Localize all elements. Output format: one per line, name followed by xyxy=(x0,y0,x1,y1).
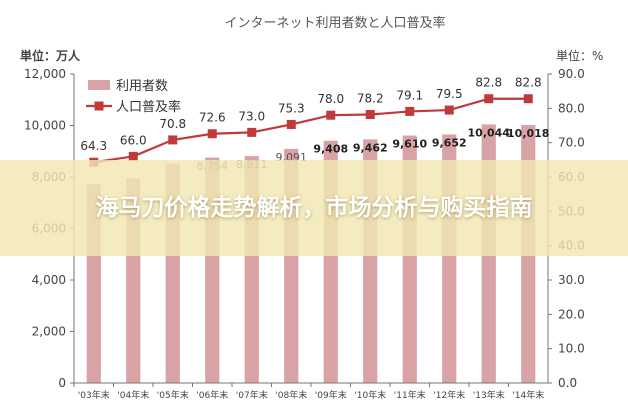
line-value-label-11: 82.8 xyxy=(475,76,502,90)
right-tick-label-8: 70.0 xyxy=(558,136,585,150)
right-tick-label-1: 0.0 xyxy=(558,376,577,390)
chart-title: インターネット利用者数と人口普及率 xyxy=(224,15,445,31)
line-marker-10 xyxy=(444,105,454,115)
x-tick-label-4: '06年末 xyxy=(196,389,228,401)
right-axis-unit: 単位：% xyxy=(556,48,603,63)
right-tick-label-3: 20.0 xyxy=(558,307,585,321)
legend-swatch-bars xyxy=(88,80,110,90)
line-value-label-9: 79.1 xyxy=(396,88,423,102)
x-tick-label-5: '07年末 xyxy=(236,389,268,401)
left-tick-label-2: 2,000 xyxy=(32,325,66,339)
x-tick-label-2: '04年末 xyxy=(117,389,149,401)
overlay-banner: 海马刀价格走势解析，市场分析与购买指南 xyxy=(0,160,628,256)
x-tick-label-11: '13年末 xyxy=(473,389,505,401)
bar-value-label-12: 10,018 xyxy=(507,127,549,140)
x-tick-label-9: '11年末 xyxy=(394,389,426,401)
right-tick-label-4: 30.0 xyxy=(558,273,585,287)
line-marker-12 xyxy=(523,94,533,104)
x-tick-label-3: '05年末 xyxy=(157,389,189,401)
line-marker-11 xyxy=(484,94,494,104)
data-labels-group: 64.3 66.0 70.8 72.6 73.0 75.3 78.0 78.2 79.1 79.5… xyxy=(80,76,549,173)
left-axis-unit: 単位：万人 xyxy=(20,48,81,63)
left-tick-label-7: 12,000 xyxy=(24,67,66,81)
legend-label-bars: 利用者数 xyxy=(116,79,168,94)
banner-headline: 海马刀价格走势解析，市场分析与购买指南 xyxy=(95,195,533,221)
line-marker-2 xyxy=(128,151,138,161)
x-tick-label-1: '03年末 xyxy=(78,389,110,401)
x-tick-label-10: '12年末 xyxy=(433,389,465,401)
line-series-group xyxy=(89,94,533,167)
line-value-label-10: 79.5 xyxy=(436,87,463,101)
legend-label-line: 人口普及率 xyxy=(116,99,181,115)
line-marker-9 xyxy=(405,106,415,116)
line-value-label-5: 73.0 xyxy=(238,109,265,123)
bar-value-label-10: 9,652 xyxy=(432,136,467,149)
right-tick-label-2: 10.0 xyxy=(558,342,585,356)
line-series-path xyxy=(93,97,529,164)
right-tick-label-9: 80.0 xyxy=(558,101,585,115)
bar-value-label-8: 9,462 xyxy=(353,141,388,154)
line-value-label-3: 70.8 xyxy=(159,117,186,131)
right-tick-label-10: 90.0 xyxy=(558,67,585,81)
line-value-label-2: 66.0 xyxy=(120,133,147,147)
left-tick-label-6: 10,000 xyxy=(24,119,66,133)
line-value-label-12: 82.8 xyxy=(515,76,542,90)
bar-value-label-9: 9,610 xyxy=(392,138,427,151)
line-value-label-1: 64.3 xyxy=(80,139,107,153)
line-value-label-4: 72.6 xyxy=(199,111,226,125)
line-marker-4 xyxy=(207,129,217,139)
line-marker-5 xyxy=(247,127,257,137)
line-marker-6 xyxy=(286,119,296,129)
line-value-label-8: 78.2 xyxy=(357,92,384,106)
x-tick-label-8: '10年末 xyxy=(354,389,386,401)
line-marker-3 xyxy=(168,135,178,145)
line-value-label-7: 78.0 xyxy=(317,92,344,106)
x-tick-label-6: '08年末 xyxy=(275,389,307,401)
left-tick-label-1: 0 xyxy=(58,376,66,390)
legend-marker-sample xyxy=(94,101,104,111)
line-marker-7 xyxy=(326,110,336,120)
line-marker-8 xyxy=(365,110,375,120)
x-tick-label-7: '09年末 xyxy=(315,389,347,401)
bar-value-label-7: 9,408 xyxy=(313,143,348,156)
x-tick-label-12: '14年末 xyxy=(512,389,544,401)
line-value-label-6: 75.3 xyxy=(278,101,305,115)
left-tick-label-3: 4,000 xyxy=(32,273,66,287)
bar-value-label-11: 10,044 xyxy=(468,126,511,139)
